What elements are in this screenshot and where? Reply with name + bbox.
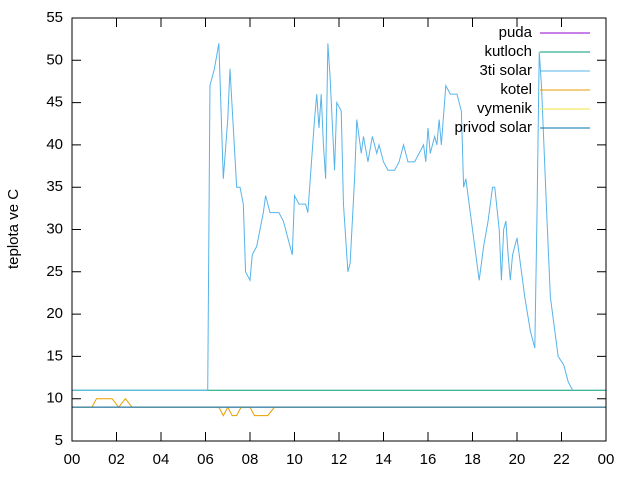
y-tick-label: 55 — [46, 9, 63, 26]
y-tick-label: 30 — [46, 220, 63, 237]
y-tick-label: 15 — [46, 347, 63, 364]
x-tick-label: 12 — [331, 451, 348, 468]
x-tick-label: 18 — [464, 451, 481, 468]
x-tick-label: 14 — [375, 451, 392, 468]
y-tick-label: 45 — [46, 94, 63, 111]
y-tick-label: 25 — [46, 263, 63, 280]
y-tick-label: 50 — [46, 51, 63, 68]
x-tick-label: 00 — [64, 451, 81, 468]
x-tick-label: 00 — [598, 451, 615, 468]
series-line — [72, 43, 574, 391]
legend-label: vymenik — [477, 100, 533, 117]
y-tick-label: 10 — [46, 390, 63, 407]
y-tick-label: 40 — [46, 136, 63, 153]
x-tick-label: 02 — [108, 451, 125, 468]
y-tick-label: 5 — [55, 432, 63, 449]
legend-label: 3ti solar — [479, 62, 532, 79]
y-tick-label: 35 — [46, 178, 63, 195]
x-tick-label: 16 — [420, 451, 437, 468]
legend-label: privod solar — [454, 119, 532, 136]
plot-border — [71, 17, 607, 442]
legend-label: kotel — [500, 81, 532, 98]
x-tick-label: 08 — [242, 451, 259, 468]
series-line — [72, 397, 606, 417]
legend-label: puda — [499, 24, 533, 41]
x-tick-label: 04 — [153, 451, 170, 468]
x-tick-label: 10 — [286, 451, 303, 468]
x-tick-label: 06 — [197, 451, 214, 468]
y-axis-label: teplota ve C — [5, 189, 22, 269]
legend-label: kutloch — [484, 43, 532, 60]
x-tick-label: 20 — [509, 451, 526, 468]
y-tick-label: 20 — [46, 305, 63, 322]
x-tick-label: 22 — [553, 451, 570, 468]
